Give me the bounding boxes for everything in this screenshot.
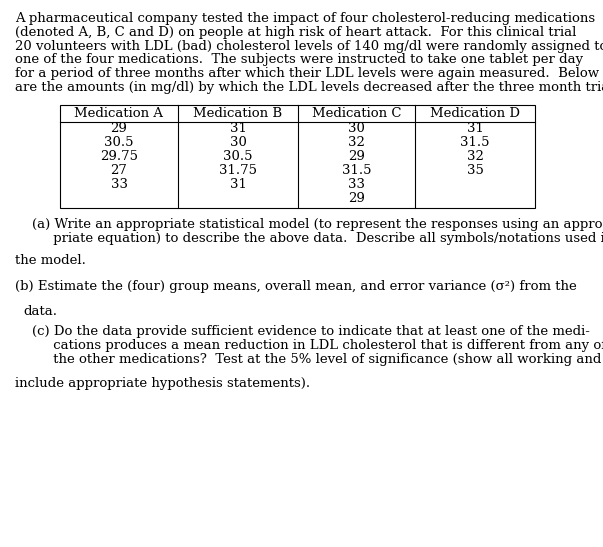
- Text: (denoted A, B, C and D) on people at high risk of heart attack.  For this clinic: (denoted A, B, C and D) on people at hig…: [15, 26, 576, 39]
- Text: 30: 30: [230, 136, 247, 149]
- Text: for a period of three months after which their LDL levels were again measured.  : for a period of three months after which…: [15, 67, 599, 80]
- Text: Medication B: Medication B: [194, 107, 283, 120]
- Text: 32: 32: [467, 150, 484, 164]
- Text: Medication C: Medication C: [312, 107, 401, 120]
- Text: cations produces a mean reduction in LDL cholesterol that is different from any : cations produces a mean reduction in LDL…: [15, 339, 603, 352]
- Text: A pharmaceutical company tested the impact of four cholesterol-reducing medicati: A pharmaceutical company tested the impa…: [15, 12, 595, 25]
- Text: 31.75: 31.75: [219, 164, 257, 177]
- Text: include appropriate hypothesis statements).: include appropriate hypothesis statement…: [15, 376, 310, 389]
- Text: (b) Estimate the (four) group means, overall mean, and error variance (σ²) from : (b) Estimate the (four) group means, ove…: [15, 280, 576, 293]
- Text: one of the four medications.  The subjects were instructed to take one tablet pe: one of the four medications. The subject…: [15, 54, 583, 66]
- Text: 31.5: 31.5: [460, 136, 490, 149]
- Text: (c) Do the data provide sufficient evidence to indicate that at least one of the: (c) Do the data provide sufficient evide…: [15, 325, 590, 339]
- Text: 31.5: 31.5: [342, 164, 371, 177]
- Text: data.: data.: [23, 305, 57, 318]
- Text: 30: 30: [348, 123, 365, 135]
- Text: 35: 35: [467, 164, 484, 177]
- Text: 31: 31: [230, 123, 247, 135]
- Text: Medication D: Medication D: [430, 107, 520, 120]
- Text: 32: 32: [348, 136, 365, 149]
- Text: priate equation) to describe the above data.  Describe all symbols/notations use: priate equation) to describe the above d…: [15, 231, 603, 245]
- Text: the other medications?  Test at the 5% level of significance (show all working a: the other medications? Test at the 5% le…: [15, 353, 601, 366]
- Text: the model.: the model.: [15, 254, 86, 267]
- Text: 29: 29: [348, 150, 365, 164]
- Text: 29.75: 29.75: [100, 150, 138, 164]
- Text: 27: 27: [110, 164, 127, 177]
- Text: 31: 31: [230, 178, 247, 191]
- Text: 31: 31: [467, 123, 484, 135]
- Bar: [60, 105, 535, 208]
- Text: 33: 33: [348, 178, 365, 191]
- Text: 29: 29: [110, 123, 127, 135]
- Text: 20 volunteers with LDL (bad) cholesterol levels of 140 mg/dl were randomly assig: 20 volunteers with LDL (bad) cholesterol…: [15, 39, 603, 53]
- Text: 30.5: 30.5: [104, 136, 134, 149]
- Text: (a) Write an appropriate statistical model (to represent the responses using an : (a) Write an appropriate statistical mod…: [15, 218, 603, 231]
- Text: are the amounts (in mg/dl) by which the LDL levels decreased after the three mon: are the amounts (in mg/dl) by which the …: [15, 81, 603, 94]
- Text: Medication A: Medication A: [75, 107, 163, 120]
- Text: 33: 33: [110, 178, 127, 191]
- Text: 29: 29: [348, 193, 365, 205]
- Text: 30.5: 30.5: [223, 150, 253, 164]
